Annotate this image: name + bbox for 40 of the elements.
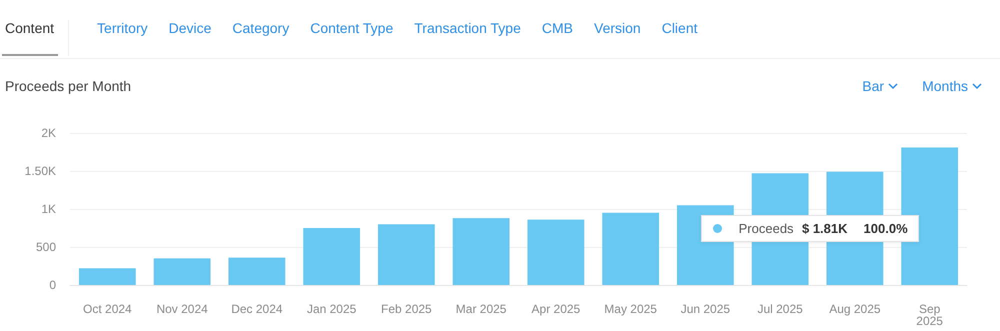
x-tick-label: Nov 2024 xyxy=(156,302,208,316)
text: Category xyxy=(232,20,290,38)
x-tick-label: Jun 2025 xyxy=(680,302,730,316)
text: Bar xyxy=(862,78,886,94)
x-tick-label: Mar 2025 xyxy=(456,302,507,316)
bar xyxy=(452,218,510,285)
x-tick-label: Aug 2025 xyxy=(829,302,881,316)
x-tick-label: Feb 2025 xyxy=(381,302,432,316)
y-tick-label: 1K xyxy=(41,202,56,216)
x-tick-label: Apr 2025 xyxy=(532,302,581,316)
chart-title: Proceeds per Month xyxy=(5,78,132,94)
text: CMB xyxy=(542,20,573,38)
text: Content Type xyxy=(310,20,394,38)
y-tick-label: 500 xyxy=(36,240,56,254)
x-tick-label: Sep 2025 xyxy=(916,302,944,328)
y-tick-label: 0 xyxy=(49,278,56,292)
bar xyxy=(78,268,136,285)
bar xyxy=(527,220,584,285)
bar xyxy=(154,258,211,285)
annotation: 100.0% xyxy=(864,221,908,236)
x-tick-label: Jan 2025 xyxy=(306,302,357,316)
y-tick-label: 1.50K xyxy=(24,164,56,178)
text: Client xyxy=(662,20,698,38)
text: Device xyxy=(168,20,212,38)
text: Version xyxy=(594,20,641,38)
bar xyxy=(303,228,360,285)
text: Months xyxy=(922,78,969,94)
annotation: $ 1.81K xyxy=(802,221,848,236)
legend-label: Proceeds xyxy=(738,221,795,236)
x-tick-label: Oct 2024 xyxy=(83,302,132,316)
text: Transaction Type xyxy=(414,20,521,38)
x-tick-label: Jul 2025 xyxy=(757,302,804,316)
bar xyxy=(602,212,660,285)
bar xyxy=(378,224,435,285)
text: Content xyxy=(5,20,70,56)
text: Territory xyxy=(97,20,148,38)
bar xyxy=(228,258,286,285)
x-tick-label: May 2025 xyxy=(604,302,658,316)
y-tick-label: 2K xyxy=(41,126,56,140)
x-tick-label: Dec 2024 xyxy=(231,302,283,316)
